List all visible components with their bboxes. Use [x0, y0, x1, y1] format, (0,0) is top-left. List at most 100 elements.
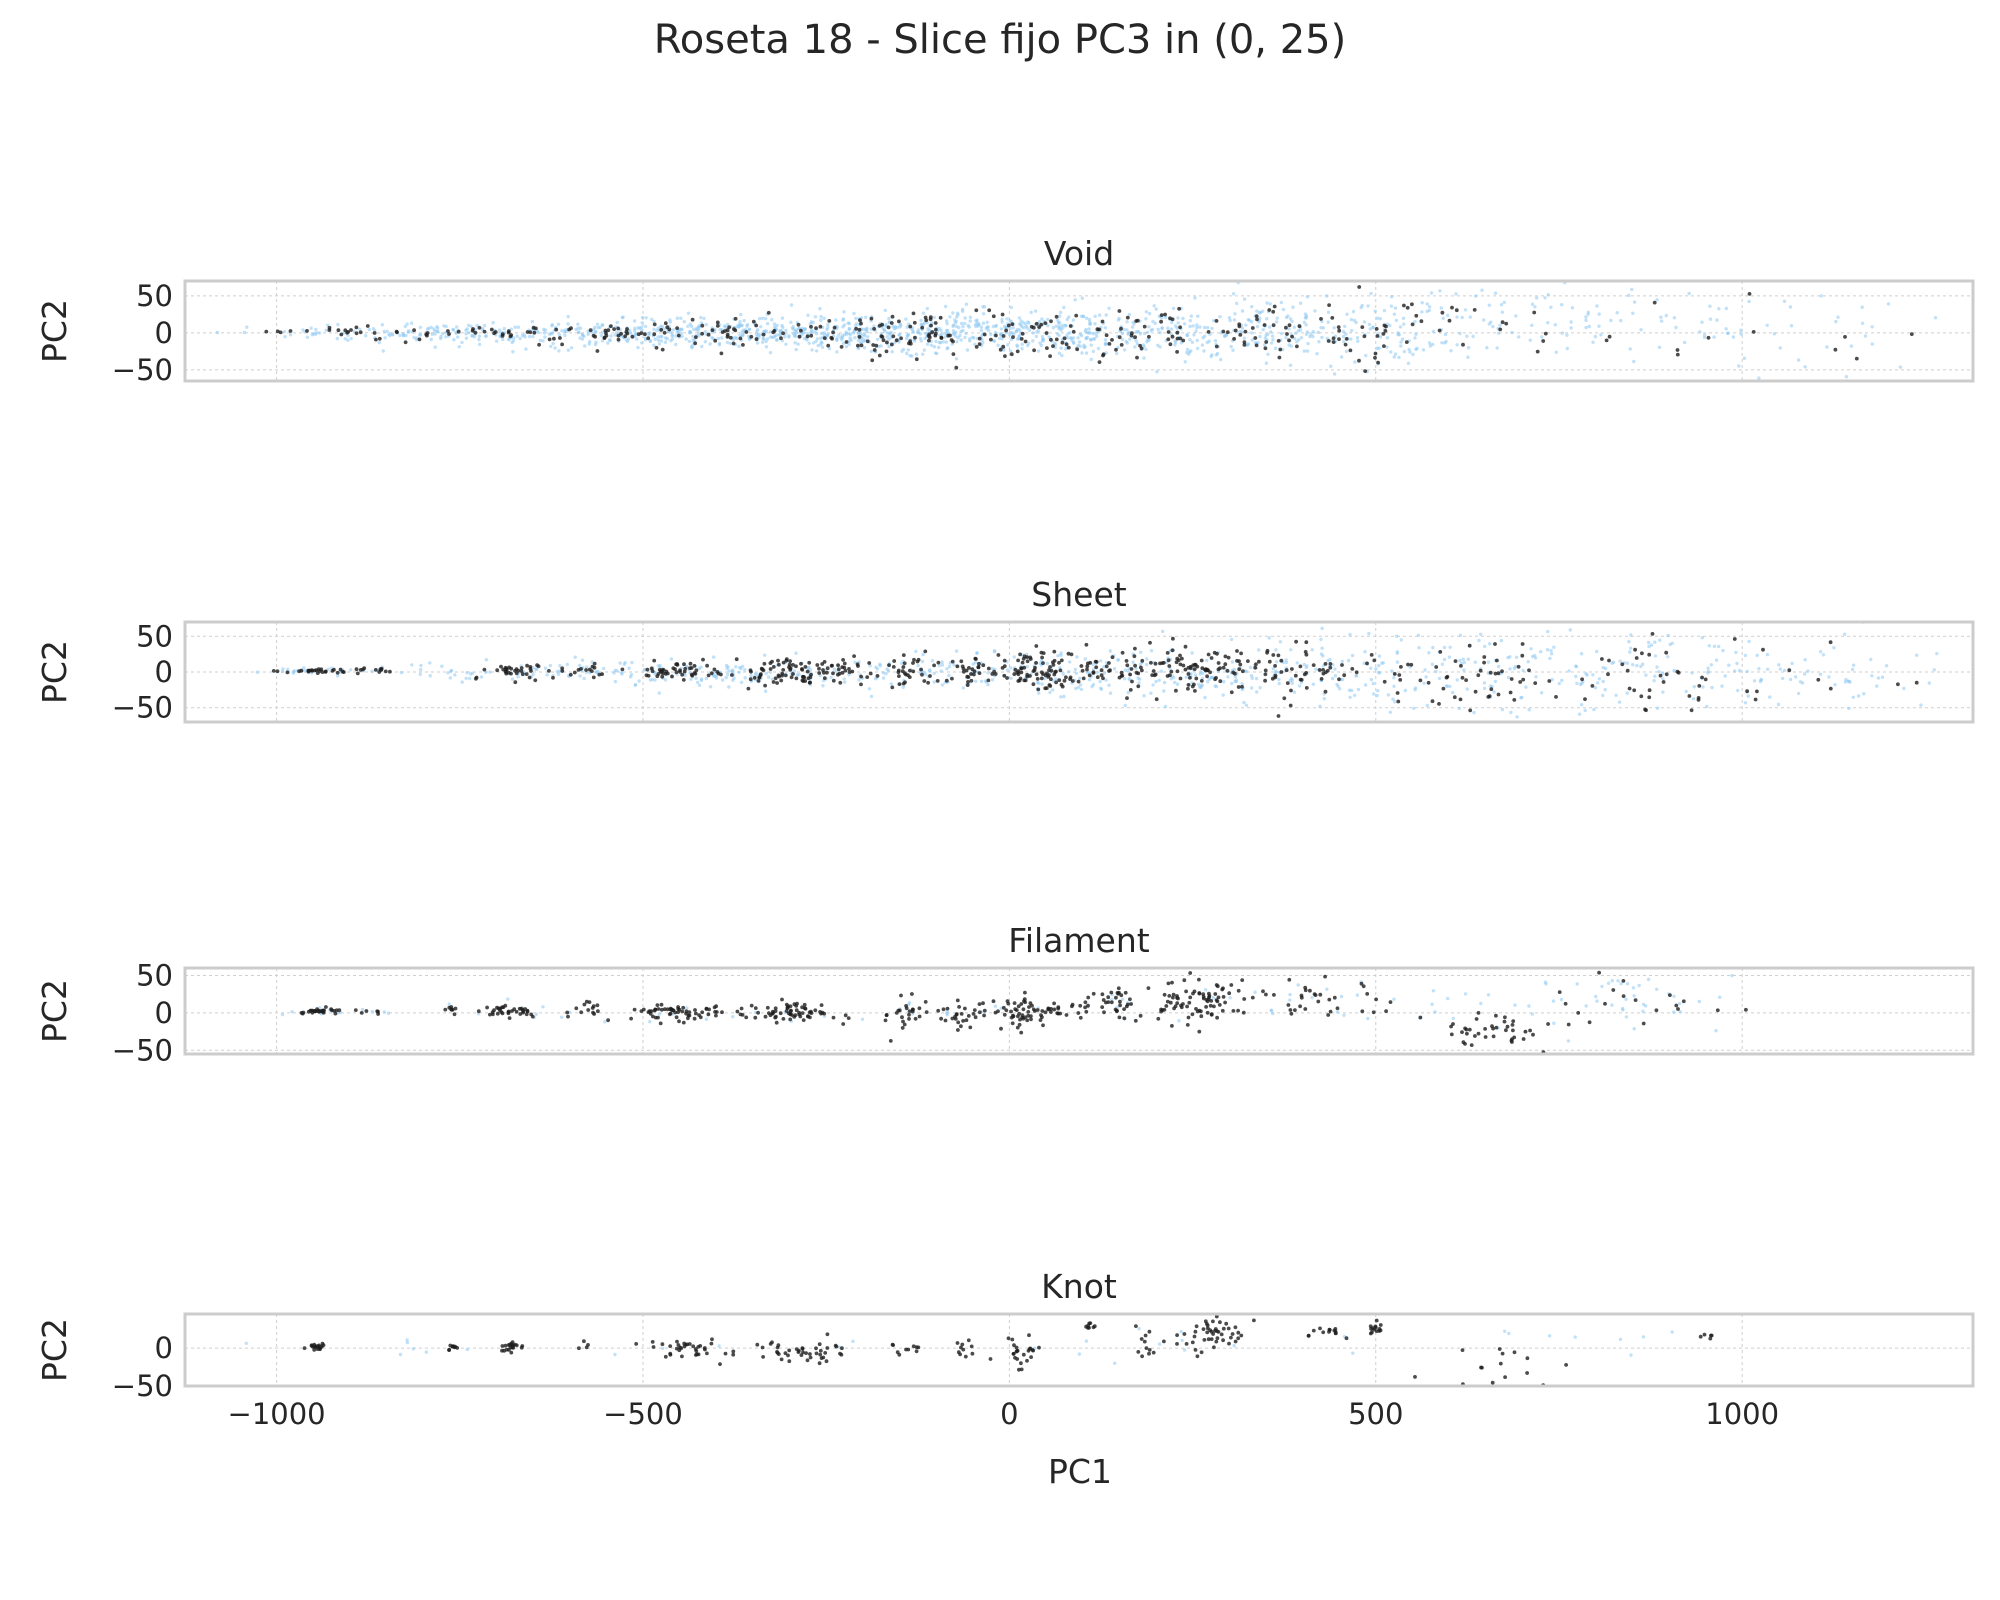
background-point	[1078, 683, 1083, 687]
highlight-point	[703, 1347, 707, 1352]
background-point	[1195, 326, 1199, 330]
highlight-point	[651, 1345, 656, 1349]
background-point	[1495, 346, 1499, 350]
highlight-point	[1186, 683, 1191, 687]
highlight-point	[1028, 1001, 1033, 1006]
background-point	[1976, 672, 1979, 675]
background-point	[1091, 337, 1096, 341]
highlight-point	[1051, 344, 1055, 348]
background-point	[1297, 684, 1302, 688]
background-point	[1257, 310, 1262, 315]
highlight-point	[944, 678, 949, 683]
highlight-point	[1468, 708, 1473, 713]
background-point	[943, 304, 948, 309]
background-point	[864, 315, 868, 319]
background-point	[1566, 1039, 1571, 1043]
highlight-point	[1308, 988, 1312, 993]
background-point	[477, 342, 482, 347]
background-point	[1446, 313, 1450, 318]
highlight-point	[1091, 991, 1096, 996]
background-point	[1637, 983, 1641, 988]
highlight-point	[492, 331, 496, 336]
background-point	[842, 310, 846, 314]
highlight-point	[1153, 661, 1158, 666]
highlight-point	[825, 666, 830, 671]
background-point	[1185, 350, 1189, 355]
highlight-point	[821, 1355, 826, 1360]
background-point	[763, 316, 768, 321]
highlight-point	[1209, 999, 1214, 1003]
background-point	[585, 665, 589, 669]
background-point	[697, 683, 702, 687]
background-point	[1157, 1342, 1162, 1346]
highlight-point	[1037, 325, 1042, 329]
highlight-point	[1214, 1339, 1219, 1344]
highlight-point	[1583, 697, 1587, 701]
highlight-point	[897, 319, 901, 324]
highlight-point	[1449, 1024, 1453, 1029]
background-point	[1147, 325, 1151, 329]
background-point	[704, 676, 708, 681]
highlight-point	[1209, 1337, 1214, 1341]
background-point	[1122, 327, 1126, 332]
highlight-point	[1511, 1028, 1515, 1033]
highlight-point	[1002, 664, 1007, 668]
highlight-point	[890, 314, 895, 319]
background-point	[918, 332, 923, 336]
background-point	[1724, 327, 1728, 331]
highlight-point	[1664, 650, 1669, 655]
highlight-point	[1263, 672, 1268, 677]
background-point	[1364, 353, 1368, 358]
highlight-point	[1331, 340, 1336, 344]
background-point	[244, 1341, 248, 1346]
highlight-point	[700, 323, 705, 328]
background-point	[460, 680, 464, 684]
highlight-point	[1015, 1349, 1019, 1353]
highlight-point	[1587, 1020, 1592, 1025]
highlight-point	[1012, 1343, 1016, 1348]
background-point	[925, 306, 929, 311]
background-point	[1577, 712, 1582, 716]
highlight-point	[928, 674, 932, 678]
highlight-point	[1290, 334, 1294, 339]
highlight-point	[1287, 338, 1291, 343]
background-point	[1098, 679, 1102, 684]
background-point	[627, 666, 631, 670]
background-point	[1269, 330, 1273, 334]
background-point	[791, 332, 796, 336]
highlight-point	[1002, 658, 1007, 663]
highlight-point	[1045, 346, 1049, 350]
background-point	[1479, 1001, 1483, 1006]
highlight-point	[838, 1351, 842, 1356]
background-point	[1546, 293, 1551, 297]
highlight-point	[1447, 318, 1452, 323]
background-point	[1834, 319, 1838, 324]
background-point	[1779, 616, 1782, 619]
highlight-point	[656, 1007, 661, 1011]
background-point	[1067, 670, 1071, 674]
background-point	[301, 328, 305, 332]
highlight-point	[1337, 328, 1342, 333]
background-point	[1655, 665, 1659, 669]
background-point	[989, 332, 993, 337]
background-point	[1655, 706, 1660, 710]
background-point	[1898, 365, 1903, 369]
background-point	[1438, 289, 1442, 293]
background-point	[738, 333, 742, 337]
background-point	[708, 685, 713, 689]
background-point	[996, 343, 1000, 347]
highlight-point	[1483, 1035, 1488, 1039]
highlight-point	[521, 1009, 526, 1014]
highlight-point	[1220, 987, 1225, 992]
highlight-point	[1219, 1332, 1224, 1337]
highlight-point	[1242, 343, 1247, 347]
background-point	[682, 320, 686, 324]
axes-frame	[183, 1312, 1975, 1388]
highlight-point	[1332, 995, 1337, 1000]
highlight-point	[1365, 661, 1369, 666]
background-point	[1503, 1329, 1507, 1334]
highlight-point	[1709, 1333, 1714, 1338]
background-point	[657, 691, 661, 695]
background-point	[1074, 671, 1078, 675]
highlight-point	[1170, 334, 1175, 339]
